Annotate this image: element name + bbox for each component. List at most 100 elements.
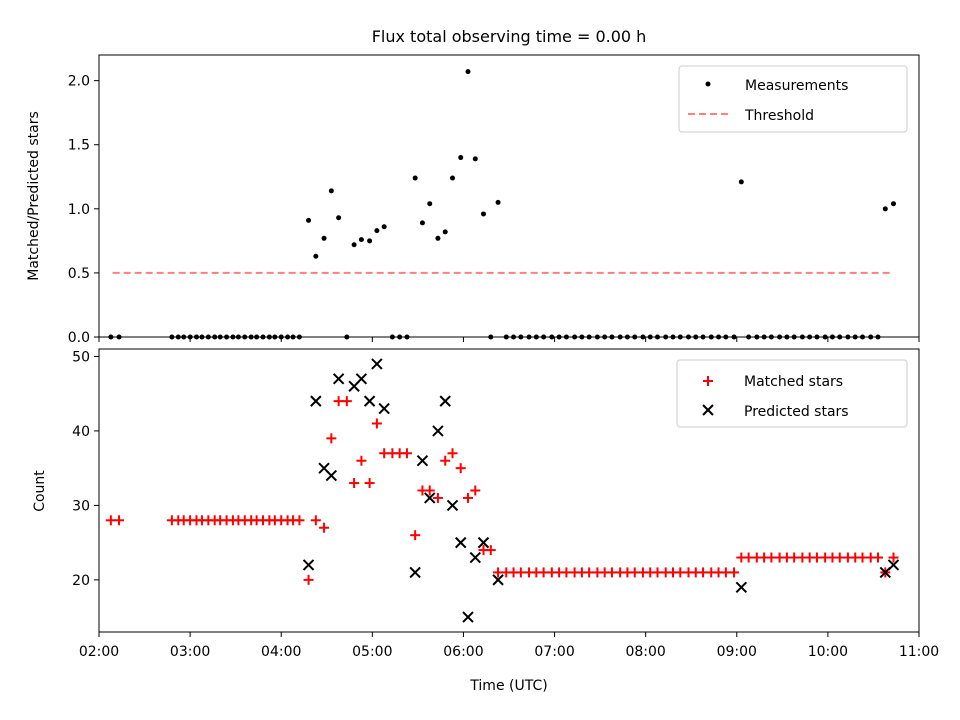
measurement-point [882, 206, 888, 212]
measurement-point [381, 224, 387, 230]
matched-star-point [447, 448, 458, 459]
measurement-point [435, 235, 441, 241]
ratio-y-tick-label: 1.0 [68, 202, 90, 218]
matched-star-points [105, 396, 899, 585]
predicted-star-point [446, 499, 459, 512]
ratio-panel: 0.00.51.01.52.0 Matched/Predicted stars … [26, 54, 920, 346]
count-y-axis-label: Count [32, 470, 48, 512]
matched-star-point [455, 463, 466, 474]
matched-star-point [319, 522, 330, 533]
x-tick-label: 02:00 [79, 644, 119, 660]
count-y-tick-label: 30 [72, 498, 90, 514]
count-legend-box [676, 359, 908, 428]
legend-threshold-label: Threshold [744, 108, 814, 124]
predicted-star-point [363, 395, 376, 407]
ratio-legend: Measurements Threshold [678, 65, 908, 133]
x-tick-label: 07:00 [534, 644, 574, 660]
x-tick-label: 11:00 [899, 644, 939, 660]
measurement-point [358, 237, 364, 243]
matched-star-point [729, 567, 740, 578]
measurement-point [419, 220, 425, 226]
ratio-axes-frame [98, 54, 920, 338]
measurement-point [738, 179, 744, 185]
ratio-y-axis-label: Matched/Predicted stars [26, 111, 42, 281]
x-tick-label: 09:00 [717, 644, 757, 660]
matched-star-point [326, 433, 337, 444]
ratio-y-tick-label: 0.0 [68, 330, 90, 346]
matched-star-point [114, 515, 125, 526]
predicted-star-point [310, 395, 322, 407]
x-axis-label: Time (UTC) [469, 678, 547, 694]
measurement-point [336, 215, 342, 221]
predicted-star-point [735, 581, 748, 594]
count-y-tick-label: 40 [72, 424, 90, 440]
matched-star-point [401, 448, 412, 459]
matched-star-point [410, 530, 421, 541]
x-tick-label: 06:00 [443, 644, 483, 660]
predicted-star-point [416, 455, 429, 467]
count-axes-frame [98, 348, 920, 633]
measurement-point [465, 69, 471, 75]
legend-measurement-marker [705, 81, 711, 87]
predicted-star-point [302, 559, 315, 571]
x-tick-label: 03:00 [170, 644, 210, 660]
matched-star-point [341, 396, 352, 407]
measurement-point [450, 175, 456, 181]
x-tick-label: 05:00 [352, 644, 392, 660]
chart-title: Flux total observing time = 0.00 h [372, 27, 647, 46]
legend-matched-label: Matched stars [744, 374, 843, 390]
matched-star-point [371, 418, 382, 429]
matched-star-point [356, 455, 367, 466]
predicted-star-point [462, 611, 474, 623]
x-tick-label: 10:00 [808, 644, 848, 660]
predicted-star-point [371, 358, 383, 370]
x-tick-label: 08:00 [625, 644, 665, 660]
predicted-star-point [409, 566, 421, 579]
predicted-star-point [378, 402, 390, 415]
count-y-tick-label: 20 [72, 573, 90, 589]
predicted-star-point [477, 536, 490, 549]
predicted-star-point [492, 574, 504, 586]
count-x-ticks: 02:00 03:00 04:00 05:00 06:00 07:00 08:00 09:00… [79, 632, 939, 660]
matched-star-point [432, 492, 443, 503]
legend-predicted-marker [702, 404, 714, 416]
matched-star-point [470, 485, 481, 496]
matched-star-point [888, 552, 899, 563]
matched-star-point [294, 515, 305, 526]
predicted-star-point [455, 536, 467, 549]
measurement-point [306, 217, 312, 223]
measurement-point [472, 156, 478, 162]
predicted-star-point [325, 469, 338, 482]
x-tick-label: 04:00 [261, 644, 301, 660]
predicted-star-point [469, 551, 481, 564]
ratio-y-ticks: 0.0 0.5 1.0 1.5 2.0 [68, 74, 99, 346]
ratio-x-ticks [98, 337, 920, 342]
measurement-point [374, 228, 380, 234]
measurement-point [427, 201, 433, 207]
measurement-point [480, 211, 486, 217]
legend-measurements-label: Measurements [745, 78, 848, 94]
count-y-ticks: 20 30 40 50 [72, 349, 99, 589]
predicted-star-point [439, 395, 451, 407]
measurement-point [495, 199, 501, 205]
measurement-point [367, 238, 373, 244]
ratio-y-tick-label: 0.5 [68, 266, 90, 282]
ratio-legend-box [678, 65, 908, 133]
measurement-point [351, 242, 357, 248]
count-legend: Matched stars Predicted stars [676, 359, 908, 428]
legend-predicted-label: Predicted stars [744, 404, 849, 420]
ratio-y-tick-label: 2.0 [68, 74, 90, 90]
matched-star-point [424, 485, 435, 496]
matched-star-point [463, 492, 473, 503]
predicted-star-points [302, 358, 900, 623]
predicted-star-point [887, 559, 900, 571]
legend-matched-marker [703, 376, 713, 386]
measurement-point [442, 229, 448, 235]
measurement-point [313, 253, 319, 259]
measurement-point [458, 155, 464, 161]
measurement-point [321, 235, 327, 241]
matched-star-point [364, 478, 375, 489]
matched-star-point [349, 478, 360, 489]
